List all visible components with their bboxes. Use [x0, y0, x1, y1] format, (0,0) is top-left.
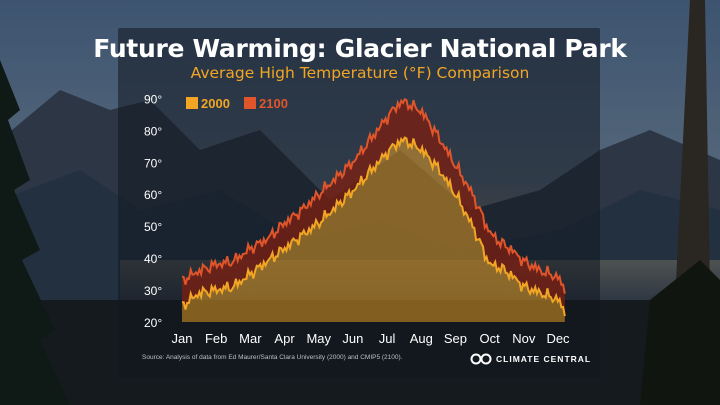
brand-logo: CLIMATE CENTRAL — [470, 353, 591, 365]
x-tick-label: Dec — [546, 331, 570, 346]
y-tick-label: 30° — [144, 284, 162, 298]
x-tick-label: Oct — [480, 331, 501, 346]
chart-subtitle: Average High Temperature (°F) Comparison — [190, 64, 530, 82]
y-tick-label: 40° — [144, 252, 162, 266]
line-2000 — [181, 136, 566, 317]
climate-central-logo-icon — [470, 353, 492, 365]
area-2000-fill — [182, 137, 565, 322]
x-tick-label: Jul — [379, 331, 396, 346]
legend-swatch — [186, 97, 198, 109]
line-2100 — [181, 97, 566, 294]
source-note: Source: Analysis of data from Ed Maurer/… — [142, 354, 403, 361]
legend-swatch — [244, 97, 256, 109]
x-tick-label: Nov — [512, 331, 536, 346]
y-tick-label: 50° — [144, 220, 162, 234]
y-tick-label: 20° — [144, 316, 162, 330]
x-tick-label: Feb — [205, 331, 227, 346]
x-tick-label: Jan — [172, 331, 193, 346]
y-tick-label: 60° — [144, 188, 162, 202]
area-2100-band — [182, 99, 565, 317]
x-tick-label: Jun — [342, 331, 363, 346]
legend-label: 2000 — [201, 96, 230, 111]
y-tick-label: 90° — [144, 92, 162, 106]
x-tick-label: Apr — [274, 331, 295, 346]
x-tick-label: Mar — [239, 331, 262, 346]
x-tick-label: Aug — [410, 331, 433, 346]
y-tick-label: 70° — [144, 156, 162, 170]
brand-name: CLIMATE CENTRAL — [496, 354, 592, 364]
x-tick-label: Sep — [444, 331, 467, 346]
legend-label: 2100 — [259, 96, 288, 111]
x-tick-label: May — [306, 331, 331, 346]
chart-title: Future Warming: Glacier National Park — [93, 34, 627, 63]
y-tick-label: 80° — [144, 124, 162, 138]
